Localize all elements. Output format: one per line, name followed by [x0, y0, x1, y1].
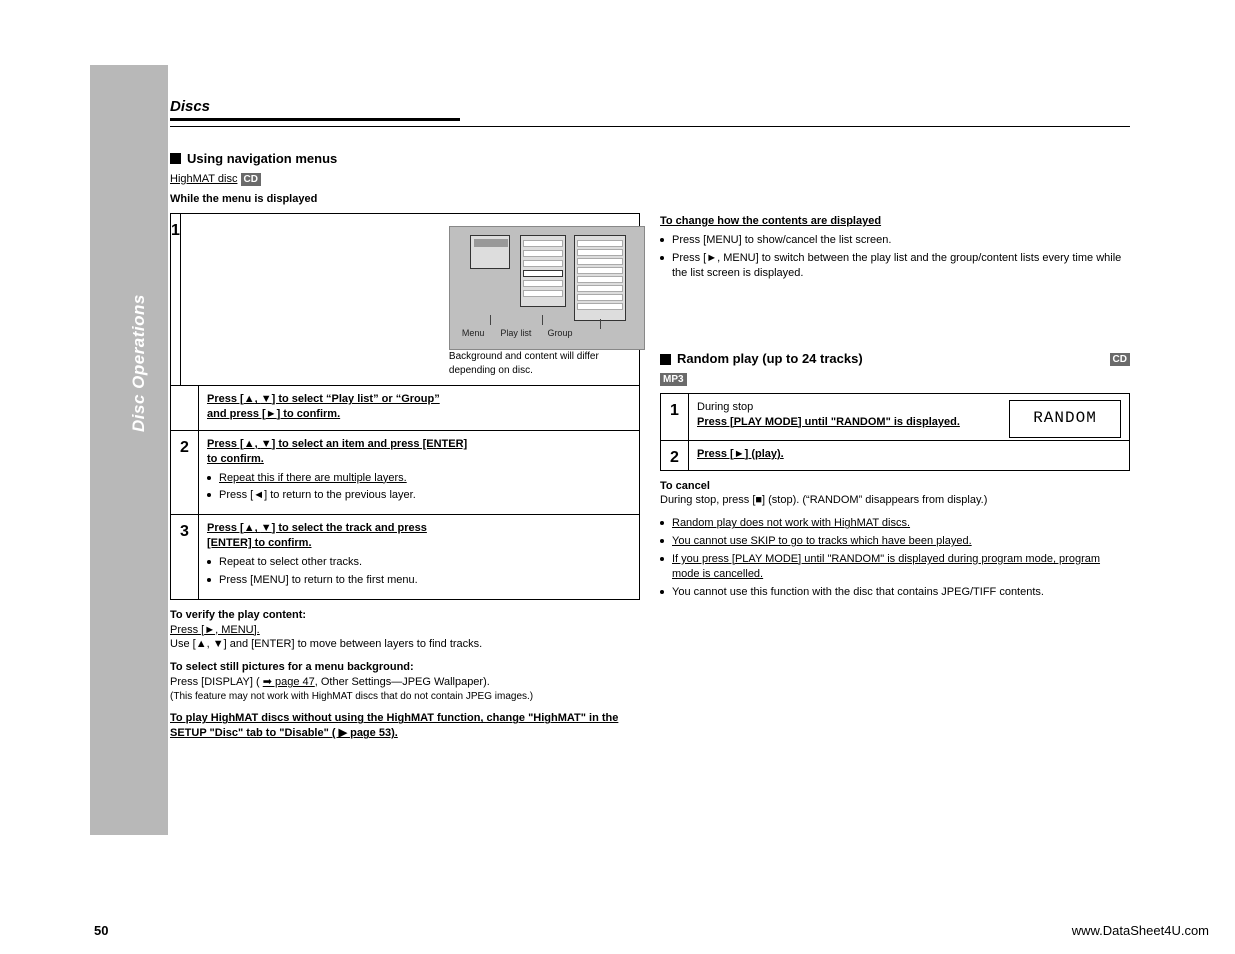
page-number: 50 — [94, 922, 108, 940]
mp3-badge: MP3 — [660, 373, 687, 386]
bullet-text: If you press [PLAY MODE] until "RANDOM" … — [672, 553, 1100, 580]
step-line: [ENTER] to confirm. — [207, 536, 631, 551]
step-line: Press [▲, ▼] to select the track and pre… — [207, 521, 631, 536]
verify-line: Press [►, MENU]. — [170, 623, 640, 638]
table-row: Press [▲, ▼] to select “Play list” or “G… — [171, 386, 639, 431]
step-bullets: Repeat to select other tracks. Press [ME… — [207, 555, 631, 588]
page: Disc Operations 50 www.DataSheet4U.com D… — [0, 0, 1235, 954]
random-notes: Random play does not work with HighMAT d… — [660, 516, 1130, 599]
step-number: 2 — [661, 441, 689, 470]
step-body: During stop Press [PLAY MODE] until "RAN… — [689, 394, 1129, 440]
note-line: To play HighMAT discs without using the … — [170, 711, 640, 741]
bullet: Random play does not work with HighMAT d… — [660, 516, 1130, 531]
intro-line: While the menu is displayed — [170, 192, 640, 207]
section-title: Using navigation menus — [187, 150, 337, 168]
step-number: 1 — [171, 214, 181, 385]
footer-url: www.DataSheet4U.com — [1072, 922, 1209, 940]
change-bullets: Press [MENU] to show/cancel the list scr… — [660, 233, 1130, 281]
bullet: Press [MENU] to show/cancel the list scr… — [660, 233, 1130, 248]
bullet: Repeat this if there are multiple layers… — [207, 471, 631, 486]
bullet: You cannot use SKIP to go to tracks whic… — [660, 534, 1130, 549]
table-row: 2 Press [►] (play). — [661, 441, 1129, 470]
square-bullet-icon — [170, 153, 181, 164]
mp3-badge-row: MP3 — [660, 372, 1130, 387]
step-body: Press [▲, ▼] to select “Play list” or “G… — [199, 386, 639, 430]
random-play-line: Press [►] (play). — [697, 447, 1121, 462]
lcd-display: RANDOM — [1009, 400, 1121, 438]
cancel-body: During stop, press [■] (stop). (“RANDOM”… — [660, 493, 1130, 508]
table-row: 2 Press [▲, ▼] to select an item and pre… — [171, 431, 639, 515]
gui-group-box — [574, 235, 626, 321]
bullet: Press [◄] to return to the previous laye… — [207, 488, 631, 503]
change-display-title: To change how the contents are displayed — [660, 214, 1130, 229]
table-row: 1 — [171, 214, 639, 386]
section-subtitle-text: HighMAT disc — [170, 173, 237, 185]
step-body: Press [►] (play). — [689, 441, 1129, 470]
gui-illustration: Menu Play list Group — [449, 226, 645, 350]
cancel-title: To cancel — [660, 479, 1130, 494]
section-subtitle: HighMAT disc CD — [170, 172, 640, 187]
sidebar — [90, 65, 168, 835]
random-table: 1 During stop Press [PLAY MODE] until "R… — [660, 393, 1130, 471]
header-title: Discs — [170, 97, 210, 117]
gui-caption: Play list — [500, 327, 531, 339]
step-body: Press [▲, ▼] to select an item and press… — [199, 431, 639, 514]
selectmenu-note: (This feature may not work with HighMAT … — [170, 690, 640, 704]
step-body: Menu Play list Group Background and cont… — [181, 214, 653, 385]
gui-captions: Menu Play list Group — [462, 327, 573, 339]
section-row: Using navigation menus — [170, 150, 640, 168]
cd-badge: CD — [241, 173, 261, 186]
cd-badge: CD — [1110, 353, 1130, 366]
bullet: Press [MENU] to return to the first menu… — [207, 573, 631, 588]
step-line: Press [▲, ▼] to select an item and press… — [207, 437, 631, 452]
table-row: 3 Press [▲, ▼] to select the track and p… — [171, 515, 639, 598]
sidebar-title: Disc Operations — [128, 294, 151, 432]
step-number: 2 — [171, 431, 199, 514]
verify-title: To verify the play content: — [170, 608, 640, 623]
bullet: Repeat to select other tracks. — [207, 555, 631, 570]
gui-menu-box — [470, 235, 510, 269]
step-line: to confirm. — [207, 452, 631, 467]
table-row: 1 During stop Press [PLAY MODE] until "R… — [661, 394, 1129, 441]
bullet: You cannot use this function with the di… — [660, 585, 1130, 600]
step-number-blank — [171, 386, 199, 430]
gui-caption: Group — [547, 327, 572, 339]
square-bullet-icon — [660, 354, 671, 365]
step-line: Press [▲, ▼] to select “Play list” or “G… — [207, 392, 631, 407]
gui-caption: Menu — [462, 327, 485, 339]
step-number: 1 — [661, 394, 689, 440]
left-column: Using navigation menus HighMAT disc CD W… — [170, 150, 640, 741]
selectmenu-line: Press [DISPLAY] ( ➡ page 47, Other Setti… — [170, 675, 640, 690]
random-title: Random play (up to 24 tracks) — [677, 350, 863, 368]
step-bullets: Repeat this if there are multiple layers… — [207, 471, 631, 504]
verify-line: Use [▲, ▼] and [ENTER] to move between l… — [170, 637, 640, 652]
random-section-row: Random play (up to 24 tracks) CD — [660, 350, 1130, 368]
gui-playlist-box — [520, 235, 566, 307]
bullet-text: Repeat this if there are multiple layers… — [219, 472, 407, 484]
gui-note: Background and content will differ depen… — [449, 350, 645, 377]
header-rule-thin — [170, 126, 1130, 127]
bullet: If you press [PLAY MODE] until "RANDOM" … — [660, 552, 1130, 582]
step-body: Press [▲, ▼] to select the track and pre… — [199, 515, 639, 598]
right-column: To change how the contents are displayed… — [660, 150, 1130, 603]
steps-table: 1 — [170, 213, 640, 599]
header-rule-thick — [170, 118, 460, 121]
step-number: 3 — [171, 515, 199, 598]
selectmenu-title: To select still pictures for a menu back… — [170, 660, 640, 675]
bullet: Press [►, MENU] to switch between the pl… — [660, 251, 1130, 281]
step-line: and press [►] to confirm. — [207, 407, 631, 422]
